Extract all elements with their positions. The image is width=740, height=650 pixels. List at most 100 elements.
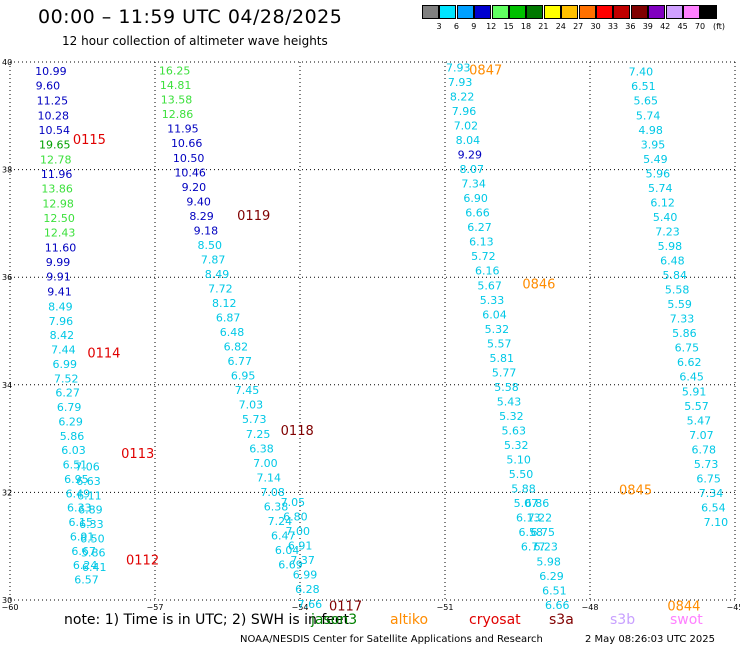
legend-swatch xyxy=(561,5,579,19)
wave-height-value: 6.51 xyxy=(63,458,88,471)
wave-height-value: 7.06 xyxy=(75,461,100,474)
wave-height-value: 7.66 xyxy=(298,598,323,611)
pass-time-label: 0115 xyxy=(73,133,106,148)
wave-height-value: 6.54 xyxy=(701,501,726,514)
pass-time-label: 0112 xyxy=(126,554,159,569)
wave-height-value: 5.40 xyxy=(653,211,678,224)
wave-height-value: 7.96 xyxy=(49,315,74,328)
legend-swatch xyxy=(526,5,544,19)
wave-height-value: 5.98 xyxy=(536,555,561,568)
wave-height-value: 5.96 xyxy=(646,167,671,180)
y-tick-label: 34 xyxy=(2,381,12,390)
legend-label: 30 xyxy=(590,22,601,31)
wave-height-value: 5.33 xyxy=(480,294,505,307)
wave-height-value: 6.38 xyxy=(264,500,289,513)
wave-height-value: 9.18 xyxy=(194,224,219,237)
satellite-name: s3b xyxy=(610,612,636,628)
wave-height-value: 11.95 xyxy=(167,123,199,136)
wave-height-value: 6.12 xyxy=(650,196,675,209)
wave-height-value: 6.33 xyxy=(79,518,104,531)
pass-time-label: 0844 xyxy=(667,599,700,612)
wave-height-value: 6.23 xyxy=(533,541,558,554)
wave-height-value: 7.33 xyxy=(670,313,695,326)
legend-swatch xyxy=(491,5,509,19)
wave-height-value: 5.73 xyxy=(242,413,267,426)
legend-label: 21 xyxy=(538,22,549,31)
legend-label: 18 xyxy=(520,22,532,31)
wave-height-value: 6.91 xyxy=(288,540,313,553)
wave-height-value: 6.27 xyxy=(467,221,492,234)
wave-height-value: 6.04 xyxy=(275,544,300,557)
wave-height-value: 5.84 xyxy=(663,269,688,282)
wave-height-value: 6.77 xyxy=(521,541,546,554)
wave-height-value: 5.32 xyxy=(504,439,529,452)
legend-swatch xyxy=(543,5,561,19)
wave-height-value: 13.86 xyxy=(41,182,73,195)
wave-height-value: 6.99 xyxy=(53,358,78,371)
wave-height-value: 6.63 xyxy=(76,475,101,488)
pass-time-labels: 0115 0114 0113 0112 0119 0118 0117 0847 0846 0845… xyxy=(73,64,701,612)
legend-swatch xyxy=(422,5,439,19)
x-tick-label: −48 xyxy=(582,603,599,612)
page-subtitle: 12 hour collection of altimeter wave hei… xyxy=(62,34,328,48)
pass-time-label: 0119 xyxy=(237,209,270,224)
wave-height-value: 6.48 xyxy=(660,255,685,268)
wave-height-value: 6.45 xyxy=(679,371,704,384)
wave-height-value: 10.66 xyxy=(171,137,203,150)
wave-height-value: 5.59 xyxy=(667,298,692,311)
wave-height-value: 5.86 xyxy=(60,430,85,443)
legend-swatch xyxy=(648,5,666,19)
wave-height-value: 5.47 xyxy=(687,414,712,427)
legend-swatch xyxy=(596,5,613,19)
legend-label: 15 xyxy=(503,22,514,31)
wave-height-value: 6.16 xyxy=(475,265,500,278)
wave-height-value: 6.24 xyxy=(73,559,98,572)
wave-height-value: 11.60 xyxy=(45,242,77,255)
wave-height-value: 6.95 xyxy=(231,370,256,383)
wave-height-value: 12.98 xyxy=(42,197,73,210)
wave-height-value: 8.42 xyxy=(50,329,74,342)
wave-height-values: 10.999.6011.2510.2810.5419.6512.7811.961… xyxy=(35,61,728,611)
wave-height-value: 5.58 xyxy=(494,381,519,394)
wave-height-value: 9.29 xyxy=(458,149,483,162)
wave-height-value: 5.91 xyxy=(682,385,707,398)
wave-height-value: 6.15 xyxy=(68,516,93,529)
wave-height-value: 6.95 xyxy=(64,473,89,486)
wave-height-value: 7.05 xyxy=(281,496,306,509)
wave-height-value: 6.29 xyxy=(539,570,564,583)
wave-height-value: 5.67 xyxy=(477,279,502,292)
y-tick-label: 30 xyxy=(2,596,12,605)
wave-height-value: 6.89 xyxy=(78,504,103,517)
wave-height-value: 6.78 xyxy=(692,443,717,456)
legend-label: 42 xyxy=(660,22,671,31)
legend-label: 9 xyxy=(471,22,477,31)
wave-height-value: 7.45 xyxy=(235,384,260,397)
x-tick-label: −51 xyxy=(437,603,454,612)
wave-height-value: 5.81 xyxy=(489,352,514,365)
wave-height-value: 7.10 xyxy=(704,516,729,529)
x-tick-label: −45 xyxy=(727,603,740,612)
axis-ticks: −60 −57 −54 −51 −48 −45 30 32 34 36 38 40 xyxy=(2,58,740,612)
legend-unit: (ft) xyxy=(713,22,726,31)
legend-label: 12 xyxy=(486,22,497,31)
wave-height-value: 7.34 xyxy=(699,487,724,500)
wave-height-value: 5.73 xyxy=(694,458,719,471)
legend-label: 70 xyxy=(694,22,706,31)
wave-height-value: 11.25 xyxy=(37,95,68,108)
wave-height-value: 6.66 xyxy=(465,207,490,220)
wave-height-value: 7.96 xyxy=(452,105,477,118)
wave-height-value: 6.99 xyxy=(293,569,318,582)
wave-height-value: 6.33 xyxy=(67,501,92,514)
wave-height-value: 6.04 xyxy=(482,308,507,321)
satellite-name: cryosat xyxy=(469,612,521,628)
wave-height-value: 8.12 xyxy=(212,297,237,310)
pass-time-label: 0118 xyxy=(281,424,314,439)
legend-label: 24 xyxy=(555,22,566,31)
wave-height-value: 19.65 xyxy=(39,138,71,151)
x-tick-label: −54 xyxy=(292,603,309,612)
wave-height-value: 6.28 xyxy=(295,583,320,596)
satellite-name: s3a xyxy=(549,612,574,628)
legend-label: 36 xyxy=(625,22,636,31)
wave-height-value: 5.63 xyxy=(502,425,527,438)
page-title: 00:00 – 11:59 UTC 04/28/2025 xyxy=(38,6,343,28)
